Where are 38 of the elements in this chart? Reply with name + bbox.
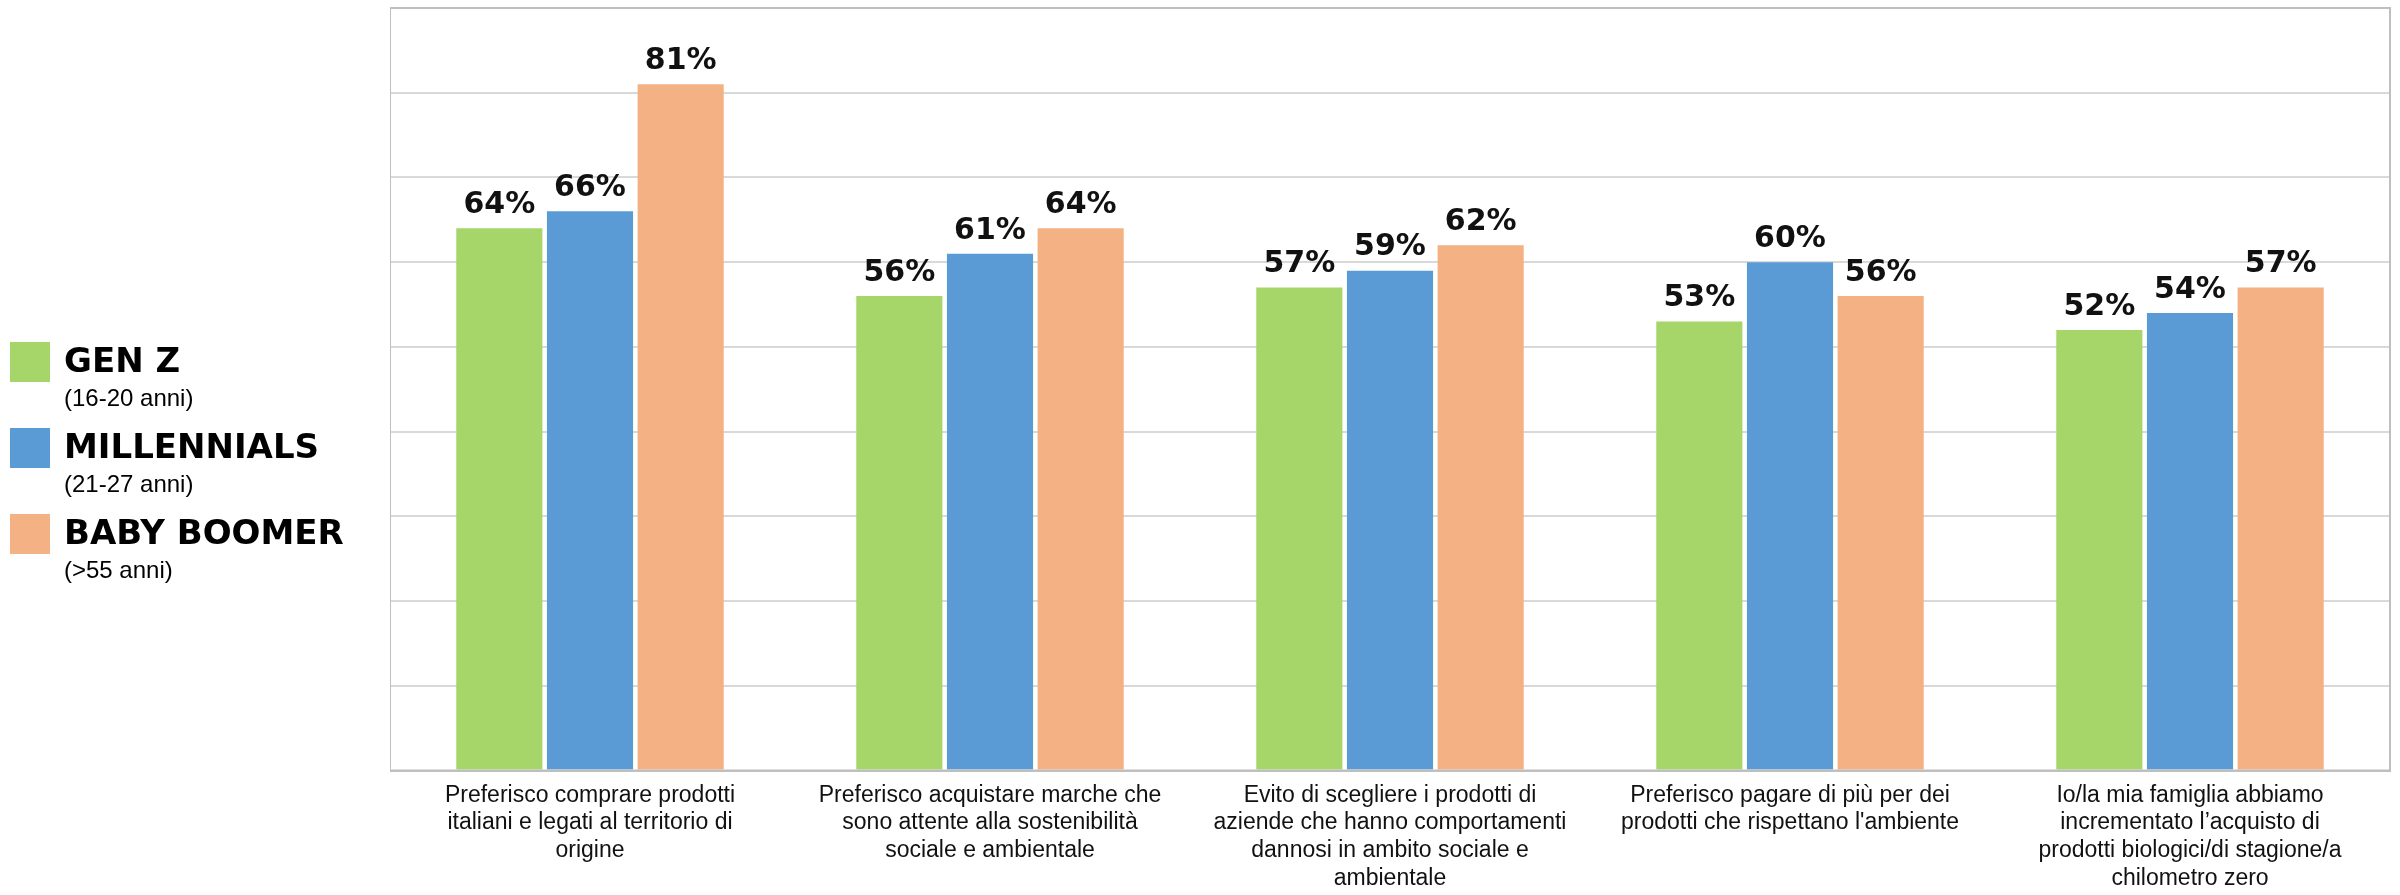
bar [2146,313,2234,770]
legend-label: MILLENNIALS (21-27 anni) [64,426,320,498]
x-tick-label: Preferisco acquistare marche che sono attente alla sostenibilità sociale e ambientale [818,780,1162,862]
data-label: 64% [463,185,536,221]
legend-label: GEN Z (16-20 anni) [64,340,194,412]
bar [2056,329,2143,770]
bar [1037,228,1124,770]
bar [946,253,1034,770]
bar [546,211,634,770]
data-label: 56% [1844,252,1917,288]
data-label: 57% [2244,244,2317,280]
data-label: 61% [954,210,1026,246]
data-label: 52% [2063,286,2136,322]
data-label: 81% [644,41,717,77]
bar [1656,321,1743,770]
x-tick-label: Io/la mia famiglia abbiamo incrementato l’acquisto di prodotti biologici/di stagione/a chilometro zero [2038,780,2342,890]
data-label: 57% [1263,244,1336,280]
bar [456,228,543,770]
data-label: 53% [1663,278,1736,314]
data-label: 62% [1444,202,1517,238]
bar [1256,287,1343,770]
legend-label: BABY BOOMER (>55 anni) [64,512,344,584]
bar [1837,296,1924,770]
x-tick-label: Preferisco comprare prodotti italiani e legati al territorio di origine [444,780,736,862]
bar [856,296,943,770]
data-label: 56% [863,252,936,288]
x-tick-label: Evito di scegliere i prodotti di aziende che hanno comportamenti dannosi in ambito sociale e ambientale [1213,780,1567,890]
bar [2237,287,2324,770]
data-label: 66% [554,168,626,204]
data-label: 64% [1044,185,1117,221]
data-label: 60% [1754,219,1826,254]
bar [1346,270,1434,770]
bar [1746,262,1834,770]
x-tick-label: Preferisco pagare di più per dei prodotti che rispettano l'ambiente [1620,780,1960,835]
data-label: 59% [1354,227,1426,263]
bar [1437,245,1524,770]
data-label: 54% [2154,269,2226,305]
bar [637,84,724,770]
